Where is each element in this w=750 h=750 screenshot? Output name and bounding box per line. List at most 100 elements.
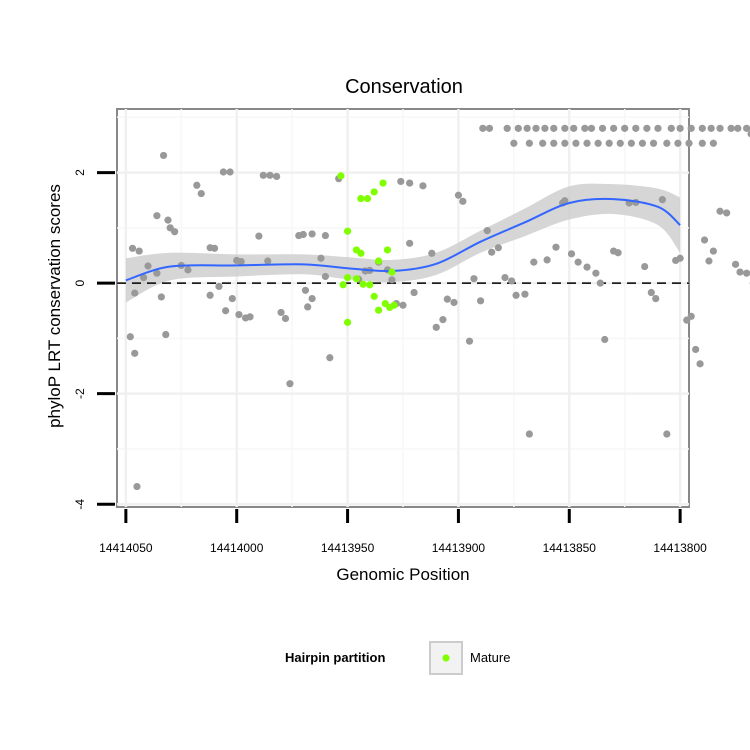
data-point [743, 269, 750, 277]
data-point [321, 272, 330, 281]
data-point [399, 301, 407, 309]
data-point [215, 282, 223, 291]
mature-point [357, 249, 365, 257]
data-point [649, 139, 658, 147]
data-point [164, 216, 172, 224]
data-point [700, 236, 709, 244]
data-point [439, 316, 447, 324]
legend-label-mature: Mature [470, 650, 510, 665]
data-point [299, 230, 307, 239]
data-point [494, 244, 502, 252]
data-point [140, 273, 148, 282]
data-point [503, 124, 511, 132]
data-point [219, 168, 228, 176]
data-point [131, 289, 139, 297]
data-point [530, 258, 538, 266]
data-point [419, 182, 427, 190]
mature-point [352, 275, 361, 283]
y-tick-label: 0 [73, 279, 87, 286]
mature-point [370, 292, 378, 300]
data-point [523, 124, 531, 132]
data-point [658, 196, 666, 204]
data-point [459, 197, 467, 205]
x-tick-label: 14413950 [321, 541, 375, 555]
x-axis-label: Genomic Position [336, 565, 469, 584]
data-point [197, 189, 205, 198]
data-point [476, 297, 485, 305]
data-point [454, 191, 463, 199]
mature-point [357, 194, 365, 203]
data-point [532, 124, 540, 132]
mature-point [375, 306, 383, 314]
x-tick-label: 14413800 [653, 541, 707, 555]
data-point [397, 177, 405, 186]
data-point [543, 256, 551, 264]
data-point [572, 139, 580, 147]
mature-point [388, 268, 396, 276]
data-point [716, 124, 724, 132]
x-tick-label: 14414050 [99, 541, 153, 555]
data-point [406, 179, 414, 187]
mature-point [375, 257, 383, 265]
data-point [144, 262, 152, 270]
mature-point [337, 172, 345, 180]
data-point [128, 244, 137, 252]
data-point [709, 247, 717, 255]
data-point [707, 124, 715, 132]
data-point [674, 139, 682, 147]
data-point [605, 139, 613, 147]
data-point [304, 303, 312, 311]
legend-title: Hairpin partition [285, 650, 385, 665]
data-point [277, 308, 285, 317]
legend: Hairpin partition Mature [285, 641, 510, 675]
data-point [539, 139, 547, 147]
data-point [561, 124, 569, 132]
data-point [570, 124, 578, 132]
smooth-trend-line [125, 197, 681, 282]
data-point [308, 230, 316, 238]
x-tick-label: 14413850 [543, 541, 597, 555]
data-point [654, 124, 662, 132]
data-point [561, 139, 569, 147]
mature-point [366, 281, 374, 289]
mature-points [337, 172, 398, 326]
mature-point [363, 194, 372, 203]
data-point [552, 243, 560, 251]
data-point [406, 239, 414, 247]
data-point [698, 124, 706, 132]
data-point [432, 323, 440, 331]
data-point [641, 262, 649, 271]
data-point [550, 124, 558, 132]
data-point [643, 124, 651, 132]
data-point [652, 295, 660, 303]
data-point [321, 231, 330, 240]
chart-title: Conservation [345, 76, 463, 98]
data-point [727, 124, 735, 132]
data-point [705, 257, 713, 265]
data-point [159, 151, 168, 160]
data-point [567, 250, 576, 258]
data-point [514, 124, 522, 132]
data-point [601, 335, 609, 344]
data-point [581, 124, 589, 132]
data-point [510, 139, 518, 147]
y-tick-label: 2 [73, 169, 87, 176]
data-point [709, 139, 717, 147]
data-point [470, 275, 478, 283]
data-point [131, 349, 139, 357]
x-tick-label: 14414000 [210, 541, 264, 555]
y-axis-label: phyloP LRT conservation scores [45, 184, 64, 428]
data-point [228, 295, 236, 303]
data-point [450, 298, 458, 307]
data-point [171, 228, 179, 236]
data-point [550, 139, 558, 147]
data-point [246, 313, 254, 321]
data-point [157, 293, 165, 301]
data-point [525, 430, 533, 438]
data-point [488, 248, 496, 256]
data-point [281, 314, 290, 323]
x-tick-label: 14413900 [432, 541, 486, 555]
data-point [153, 269, 161, 277]
data-point [685, 139, 693, 147]
